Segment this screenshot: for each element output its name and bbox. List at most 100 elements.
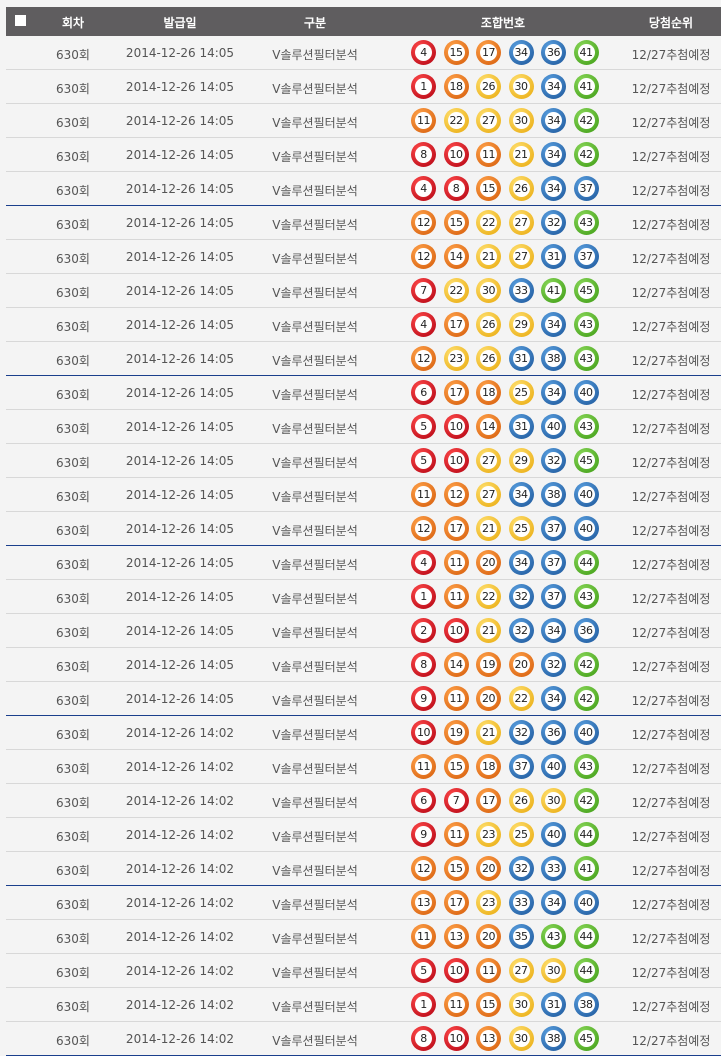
lotto-ball: 40 <box>541 414 566 439</box>
select-all-checkbox[interactable] <box>15 15 26 26</box>
ball-number: 40 <box>577 520 595 537</box>
ball-number: 31 <box>545 996 562 1013</box>
ball-number: 30 <box>512 78 530 95</box>
round-cell: 630회 <box>56 456 90 470</box>
number-balls: 2 10 21 32 34 36 <box>411 618 599 643</box>
ball-number: 12 <box>415 248 432 265</box>
lotto-ball: 10 <box>443 618 469 643</box>
ball-number: 31 <box>512 350 530 367</box>
rank-cell: 12/27추첨예정 <box>631 966 711 980</box>
ball-number: 22 <box>447 282 465 299</box>
round-cell: 630회 <box>56 184 90 198</box>
table-row: 630회 2014-12-26 14:02 V솔루션필터분석 12/27추첨예정 6 7 1… <box>6 784 721 818</box>
lotto-ball: 15 <box>443 754 469 779</box>
ball-number: 32 <box>545 656 562 673</box>
rank-cell: 12/27추첨예정 <box>631 252 711 266</box>
lotto-ball: 22 <box>476 584 501 609</box>
ball-number: 11 <box>447 588 465 605</box>
rank-cell: 12/27추첨예정 <box>631 286 711 300</box>
lotto-ball: 20 <box>476 686 501 711</box>
table-header: 회차 발급일 구분 조합번호 당첨순위 <box>6 7 721 36</box>
ball-number: 8 <box>415 146 432 163</box>
type-cell: V솔루션필터분석 <box>272 422 358 436</box>
number-balls: 1 18 26 30 34 41 <box>411 74 599 99</box>
lotto-ball: 27 <box>508 958 534 983</box>
ball-number: 44 <box>577 826 595 843</box>
lotto-ball: 21 <box>476 244 501 269</box>
table-row: 630회 2014-12-26 14:02 V솔루션필터분석 12/27추첨예정 12 1… <box>6 852 721 886</box>
type-cell: V솔루션필터분석 <box>272 694 358 708</box>
lotto-ball: 44 <box>573 924 599 949</box>
date-cell: 2014-12-26 14:02 <box>125 930 235 944</box>
lotto-ball: 10 <box>443 448 469 473</box>
ball-number: 34 <box>545 894 562 911</box>
ball-number: 44 <box>577 554 595 571</box>
ball-number: 8 <box>447 180 465 197</box>
lotto-ball: 40 <box>541 754 566 779</box>
ball-number: 40 <box>577 384 595 401</box>
date-cell: 2014-12-26 14:02 <box>125 828 235 842</box>
rank-cell: 12/27추첨예정 <box>631 184 711 198</box>
header-type: 구분 <box>303 16 327 30</box>
ball-number: 37 <box>545 554 562 571</box>
lotto-ball: 43 <box>541 924 566 949</box>
table-row: 630회 2014-12-26 14:02 V솔루션필터분석 12/27추첨예정 8 10… <box>6 1022 721 1056</box>
number-balls: 11 15 18 37 40 43 <box>411 754 599 779</box>
date-cell: 2014-12-26 14:05 <box>125 624 235 638</box>
lotto-ball: 31 <box>508 346 534 371</box>
lotto-ball: 27 <box>508 210 534 235</box>
lotto-ball: 1 <box>411 74 436 99</box>
date-cell: 2014-12-26 14:02 <box>125 998 235 1012</box>
number-balls: 13 17 23 33 34 40 <box>411 890 599 915</box>
lotto-ball: 32 <box>508 856 534 881</box>
ball-number: 30 <box>512 112 530 129</box>
lotto-ball: 11 <box>411 754 436 779</box>
date-cell: 2014-12-26 14:05 <box>125 522 235 536</box>
type-cell: V솔루션필터분석 <box>272 796 358 810</box>
round-cell: 630회 <box>56 626 90 640</box>
number-balls: 11 13 20 35 43 44 <box>411 924 599 949</box>
lotto-ball: 38 <box>541 1026 566 1051</box>
number-balls: 1 11 22 32 37 43 <box>411 584 599 609</box>
ball-number: 32 <box>512 724 530 741</box>
lotto-ball: 41 <box>573 856 599 881</box>
rank-cell: 12/27추첨예정 <box>631 320 711 334</box>
number-balls: 5 10 27 29 32 45 <box>411 448 599 473</box>
ball-number: 30 <box>545 962 562 979</box>
ball-number: 13 <box>415 894 432 911</box>
type-cell: V솔루션필터분석 <box>272 150 358 164</box>
lotto-ball: 9 <box>411 822 436 847</box>
ball-number: 32 <box>545 214 562 231</box>
round-cell: 630회 <box>56 830 90 844</box>
lotto-ball: 17 <box>476 40 501 65</box>
round-cell: 630회 <box>56 524 90 538</box>
round-cell: 630회 <box>56 864 90 878</box>
rank-cell: 12/27추첨예정 <box>631 728 711 742</box>
lotto-ball: 18 <box>443 74 469 99</box>
ball-number: 19 <box>447 724 465 741</box>
round-cell: 630회 <box>56 660 90 674</box>
ball-number: 40 <box>577 486 595 503</box>
table-row: 630회 2014-12-26 14:05 V솔루션필터분석 12/27추첨예정 5 10… <box>6 410 721 444</box>
lotto-ball: 22 <box>476 210 501 235</box>
lotto-ball: 43 <box>573 312 599 337</box>
ball-number: 42 <box>577 112 595 129</box>
lotto-ball: 15 <box>476 992 501 1017</box>
lotto-ball: 5 <box>411 958 436 983</box>
date-cell: 2014-12-26 14:05 <box>125 590 235 604</box>
lotto-ball: 43 <box>573 584 599 609</box>
type-cell: V솔루션필터분석 <box>272 388 358 402</box>
ball-number: 42 <box>577 656 595 673</box>
ball-number: 27 <box>512 248 530 265</box>
number-balls: 11 22 27 30 34 42 <box>411 108 599 133</box>
number-balls: 1 11 15 30 31 38 <box>411 992 599 1017</box>
ball-number: 12 <box>415 350 432 367</box>
lotto-ball: 14 <box>443 652 469 677</box>
lotto-ball: 8 <box>443 176 469 201</box>
lotto-ball: 20 <box>476 550 501 575</box>
table-row: 630회 2014-12-26 14:05 V솔루션필터분석 12/27추첨예정 12 1… <box>6 512 721 546</box>
lotto-ball: 30 <box>541 958 566 983</box>
ball-number: 29 <box>512 316 530 333</box>
lotto-ball: 10 <box>443 414 469 439</box>
date-cell: 2014-12-26 14:05 <box>125 692 235 706</box>
